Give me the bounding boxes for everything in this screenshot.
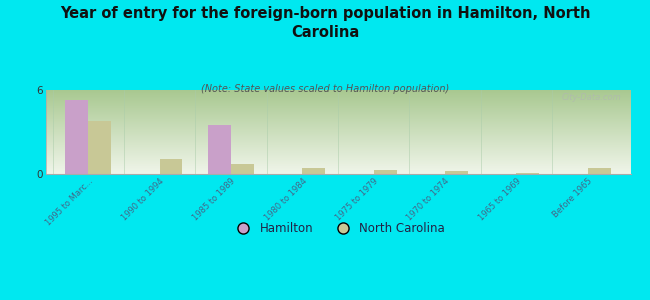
Bar bbox=[46, 152, 630, 153]
Bar bbox=[46, 97, 630, 98]
Bar bbox=[46, 167, 630, 168]
Bar bbox=[46, 99, 630, 100]
Bar bbox=[46, 143, 630, 144]
Bar bbox=[46, 126, 630, 127]
Bar bbox=[46, 149, 630, 150]
Bar bbox=[46, 131, 630, 132]
Bar bbox=[46, 103, 630, 104]
Bar bbox=[46, 95, 630, 96]
Bar bbox=[46, 113, 630, 114]
Bar bbox=[302, 168, 325, 174]
Bar bbox=[46, 161, 630, 162]
Bar bbox=[46, 155, 630, 156]
Bar bbox=[46, 145, 630, 146]
Bar bbox=[374, 170, 396, 174]
Bar bbox=[46, 112, 630, 113]
Bar bbox=[46, 170, 630, 171]
Bar bbox=[445, 172, 468, 174]
Bar bbox=[208, 125, 231, 174]
Bar bbox=[46, 134, 630, 135]
Bar bbox=[46, 122, 630, 123]
Bar bbox=[46, 148, 630, 149]
Bar bbox=[46, 91, 630, 92]
Bar bbox=[46, 146, 630, 147]
Bar bbox=[46, 164, 630, 165]
Bar bbox=[46, 139, 630, 140]
Bar bbox=[46, 90, 630, 91]
Bar bbox=[160, 159, 183, 174]
Bar bbox=[46, 100, 630, 101]
Bar bbox=[46, 92, 630, 93]
Bar bbox=[46, 144, 630, 145]
Bar bbox=[46, 138, 630, 139]
Bar bbox=[46, 118, 630, 119]
Bar bbox=[46, 116, 630, 117]
Bar bbox=[46, 101, 630, 102]
Bar bbox=[46, 150, 630, 151]
Bar bbox=[46, 102, 630, 103]
Legend: Hamilton, North Carolina: Hamilton, North Carolina bbox=[226, 217, 450, 239]
Bar bbox=[46, 173, 630, 174]
Bar bbox=[46, 160, 630, 161]
Bar bbox=[46, 168, 630, 169]
Bar bbox=[46, 132, 630, 133]
Bar bbox=[46, 163, 630, 164]
Bar bbox=[46, 165, 630, 166]
Bar bbox=[46, 128, 630, 129]
Bar bbox=[46, 104, 630, 105]
Bar bbox=[46, 140, 630, 141]
Bar bbox=[88, 121, 111, 174]
Bar bbox=[46, 130, 630, 131]
Bar bbox=[46, 110, 630, 111]
Bar bbox=[46, 151, 630, 152]
Bar bbox=[46, 162, 630, 163]
Bar bbox=[46, 137, 630, 138]
Bar bbox=[46, 172, 630, 173]
Bar bbox=[46, 158, 630, 159]
Bar bbox=[46, 98, 630, 99]
Bar bbox=[231, 164, 254, 174]
Bar bbox=[46, 105, 630, 106]
Bar bbox=[46, 136, 630, 137]
Bar bbox=[46, 133, 630, 134]
Bar bbox=[46, 120, 630, 121]
Bar bbox=[46, 107, 630, 108]
Bar bbox=[46, 156, 630, 157]
Bar bbox=[46, 109, 630, 110]
Bar bbox=[46, 123, 630, 124]
Bar bbox=[46, 169, 630, 170]
Bar bbox=[46, 117, 630, 118]
Bar bbox=[46, 142, 630, 143]
Bar bbox=[46, 96, 630, 97]
Bar bbox=[46, 119, 630, 120]
Bar bbox=[46, 125, 630, 126]
Bar bbox=[46, 106, 630, 107]
Bar bbox=[46, 114, 630, 115]
Bar bbox=[46, 129, 630, 130]
Bar bbox=[516, 173, 540, 174]
Bar bbox=[46, 94, 630, 95]
Bar bbox=[46, 157, 630, 158]
Bar bbox=[46, 159, 630, 160]
Bar bbox=[46, 115, 630, 116]
Text: (Note: State values scaled to Hamilton population): (Note: State values scaled to Hamilton p… bbox=[201, 84, 449, 94]
Text: Year of entry for the foreign-born population in Hamilton, North
Carolina: Year of entry for the foreign-born popul… bbox=[60, 6, 590, 40]
Bar bbox=[46, 93, 630, 94]
Bar bbox=[46, 121, 630, 122]
Bar bbox=[46, 147, 630, 148]
Bar bbox=[46, 171, 630, 172]
Bar bbox=[46, 124, 630, 125]
Bar bbox=[46, 153, 630, 154]
Bar bbox=[46, 154, 630, 155]
Bar bbox=[66, 100, 88, 174]
Text: City-Data.com: City-Data.com bbox=[562, 92, 621, 101]
Bar bbox=[588, 168, 610, 174]
Bar bbox=[46, 111, 630, 112]
Bar bbox=[46, 108, 630, 109]
Bar bbox=[46, 136, 630, 137]
Bar bbox=[46, 141, 630, 142]
Bar bbox=[46, 160, 630, 161]
Bar bbox=[46, 135, 630, 136]
